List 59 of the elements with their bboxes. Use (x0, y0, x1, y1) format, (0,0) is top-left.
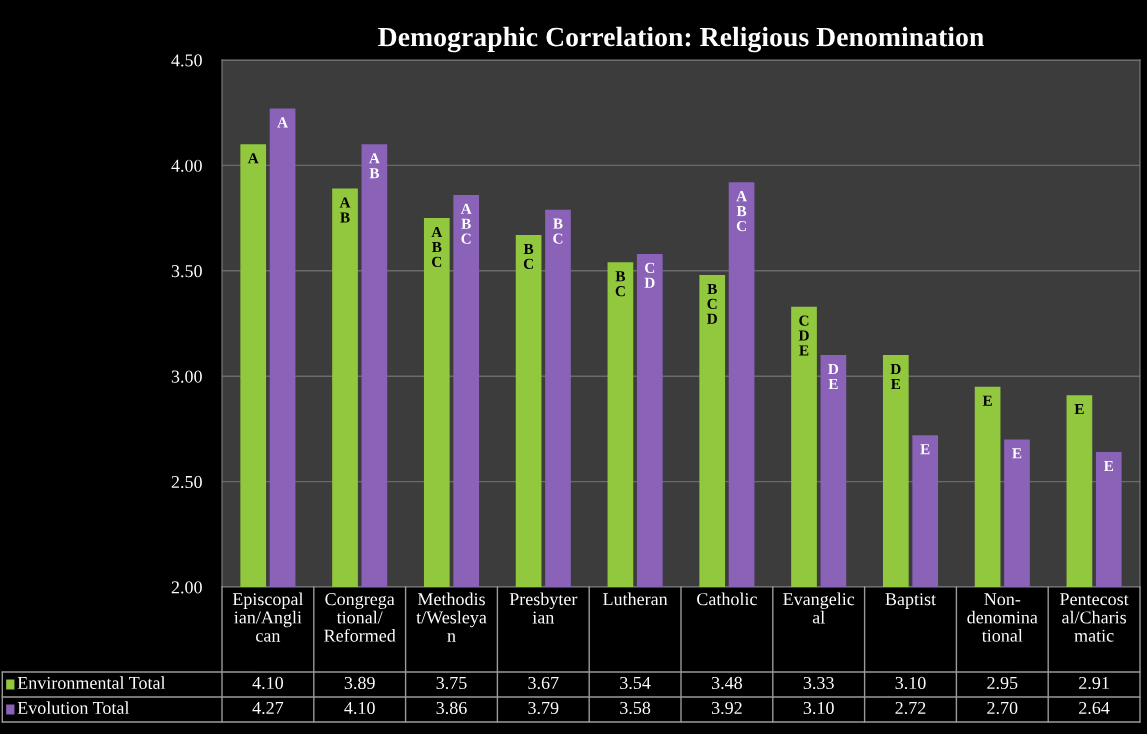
annotation: A B C (736, 191, 747, 232)
annotation: B C (615, 271, 626, 297)
annotation: A B (369, 153, 380, 179)
data-label: 3.89 (344, 676, 375, 690)
x-tick-label: Catholic (697, 592, 757, 606)
y-tick-label: 4.50 (171, 54, 202, 67)
x-tick-label: Evangelic al (783, 592, 855, 624)
annotation: A B (339, 197, 351, 223)
data-label: 2.64 (1079, 701, 1110, 715)
annotation: E (920, 444, 930, 455)
data-label: 3.79 (528, 701, 559, 715)
annotation: D E (890, 364, 901, 389)
annotation: A B C (431, 226, 443, 268)
data-label: 3.86 (436, 701, 467, 715)
chart-title: Demographic Correlation: Religious Denomination (378, 26, 984, 53)
y-tick-label: 4.00 (171, 159, 202, 172)
annotation: B C (523, 243, 534, 269)
data-label: 3.67 (528, 676, 559, 690)
data-label: 4.10 (252, 676, 284, 690)
data-label: 3.54 (620, 676, 651, 690)
y-tick-label: 3.00 (171, 370, 202, 383)
annotation: E (1103, 461, 1114, 472)
annotation: A (277, 117, 288, 128)
data-label: 3.48 (711, 676, 743, 690)
data-label: 3.10 (895, 676, 926, 690)
x-tick-label: Baptist (885, 593, 936, 609)
x-tick-label: Pentecost al/Charis matic (1060, 593, 1129, 642)
data-label: 3.10 (803, 701, 834, 715)
legend-label: Environmental Total (17, 676, 166, 690)
annotation: B C (553, 218, 563, 244)
annotation: E (1074, 404, 1084, 415)
annotation: A (247, 153, 259, 164)
data-label: 3.33 (803, 676, 834, 690)
y-tick-label: 3.50 (171, 265, 202, 278)
x-tick-label: Presbyter ian (509, 592, 578, 624)
annotation: C D E (798, 315, 809, 356)
data-label: 4.10 (344, 701, 375, 715)
x-tick-label: Lutheran (603, 592, 668, 606)
y-tick-label: 2.00 (171, 581, 202, 594)
annotation: E (982, 395, 992, 406)
x-tick-label: Episcopal ian/Angli can (232, 592, 304, 642)
annotation: D E (828, 364, 839, 389)
annotation: A B C (460, 203, 472, 244)
x-tick-label: Congrega tional/ Reformed (324, 593, 396, 642)
annotation: E (1012, 448, 1022, 459)
data-label: 3.92 (711, 701, 742, 715)
annotation: C D (644, 262, 655, 288)
x-tick-label: Methodis t/Wesleya n (416, 592, 487, 642)
data-label: 3.75 (436, 676, 467, 690)
data-label: 2.91 (1079, 676, 1109, 690)
annotation: B C D (706, 283, 717, 324)
y-tick-label: 2.50 (171, 475, 202, 489)
x-tick-label: Non- denomina tional (967, 593, 1038, 642)
data-label: 2.70 (987, 701, 1018, 715)
data-label: 2.95 (987, 676, 1018, 690)
data-label: 4.27 (252, 701, 284, 715)
data-label: 3.58 (620, 701, 651, 715)
data-label: 2.72 (895, 701, 926, 715)
legend-label: Evolution Total (17, 701, 130, 715)
